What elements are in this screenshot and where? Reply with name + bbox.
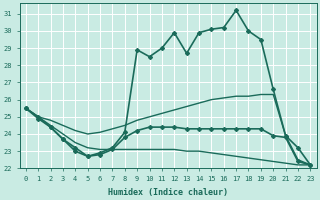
X-axis label: Humidex (Indice chaleur): Humidex (Indice chaleur)	[108, 188, 228, 197]
